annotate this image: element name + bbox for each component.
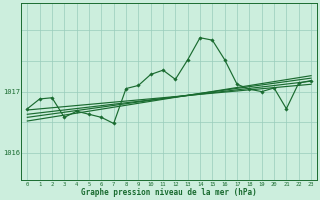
X-axis label: Graphe pression niveau de la mer (hPa): Graphe pression niveau de la mer (hPa) [81,188,257,197]
